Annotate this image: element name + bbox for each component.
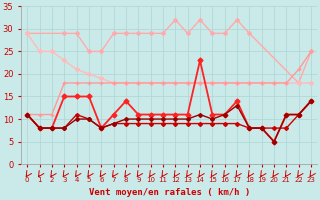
X-axis label: Vent moyen/en rafales ( km/h ): Vent moyen/en rafales ( km/h ) — [89, 188, 250, 197]
